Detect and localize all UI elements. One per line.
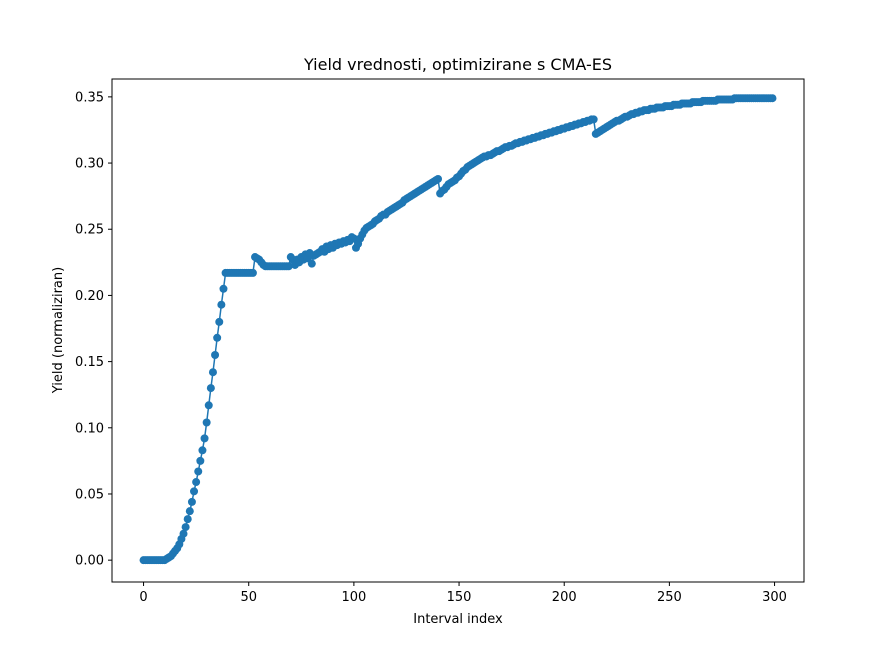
- x-tick-label: 150: [447, 590, 472, 605]
- data-point: [192, 478, 201, 487]
- data-point: [589, 115, 598, 124]
- series-line: [143, 97, 773, 561]
- plot-area: [139, 94, 777, 565]
- data-point: [768, 94, 777, 103]
- x-tick-label: 250: [657, 590, 682, 605]
- data-point: [185, 507, 194, 516]
- y-tick-label: 0.30: [75, 157, 104, 172]
- chart-title: Yield vrednosti, optimizirane s CMA-ES: [303, 55, 612, 74]
- data-point: [208, 368, 217, 377]
- x-tick-label: 50: [240, 590, 257, 605]
- data-point: [213, 333, 222, 342]
- data-point: [198, 446, 207, 455]
- x-tick-label: 0: [139, 590, 147, 605]
- y-tick-label: 0.25: [75, 223, 104, 238]
- data-point: [434, 174, 443, 183]
- data-point: [284, 262, 293, 271]
- data-point: [248, 268, 257, 277]
- y-tick-label: 0.35: [75, 90, 104, 105]
- data-point: [196, 456, 205, 465]
- data-point: [187, 497, 196, 506]
- x-tick-label: 300: [762, 590, 787, 605]
- data-point: [219, 284, 228, 293]
- x-tick-label: 100: [341, 590, 366, 605]
- y-axis-label: Yield (normaliziran): [51, 267, 66, 394]
- data-point: [211, 350, 220, 359]
- data-point: [179, 529, 188, 538]
- y-tick-label: 0.15: [75, 355, 104, 370]
- data-point: [200, 434, 209, 443]
- data-point: [215, 317, 224, 326]
- y-axis-ticks: 0.00 0.05 0.10 0.15 0.20 0.25 0.30 0.35: [75, 90, 112, 569]
- data-point: [194, 467, 203, 476]
- data-point: [217, 300, 226, 309]
- data-point: [206, 384, 215, 393]
- x-axis-label: Interval index: [413, 612, 503, 627]
- data-point: [183, 515, 192, 524]
- data-point: [190, 487, 199, 496]
- x-tick-label: 200: [552, 590, 577, 605]
- data-point: [181, 523, 190, 532]
- data-point: [204, 401, 213, 410]
- data-point: [307, 259, 316, 268]
- y-tick-label: 0.00: [75, 554, 104, 569]
- plot-frame: [111, 78, 805, 583]
- x-axis-ticks: 0 50 100 150 200 250 300: [139, 582, 787, 605]
- y-tick-label: 0.10: [75, 421, 104, 436]
- data-point: [202, 418, 211, 427]
- y-tick-label: 0.05: [75, 487, 104, 502]
- y-tick-label: 0.20: [75, 289, 104, 304]
